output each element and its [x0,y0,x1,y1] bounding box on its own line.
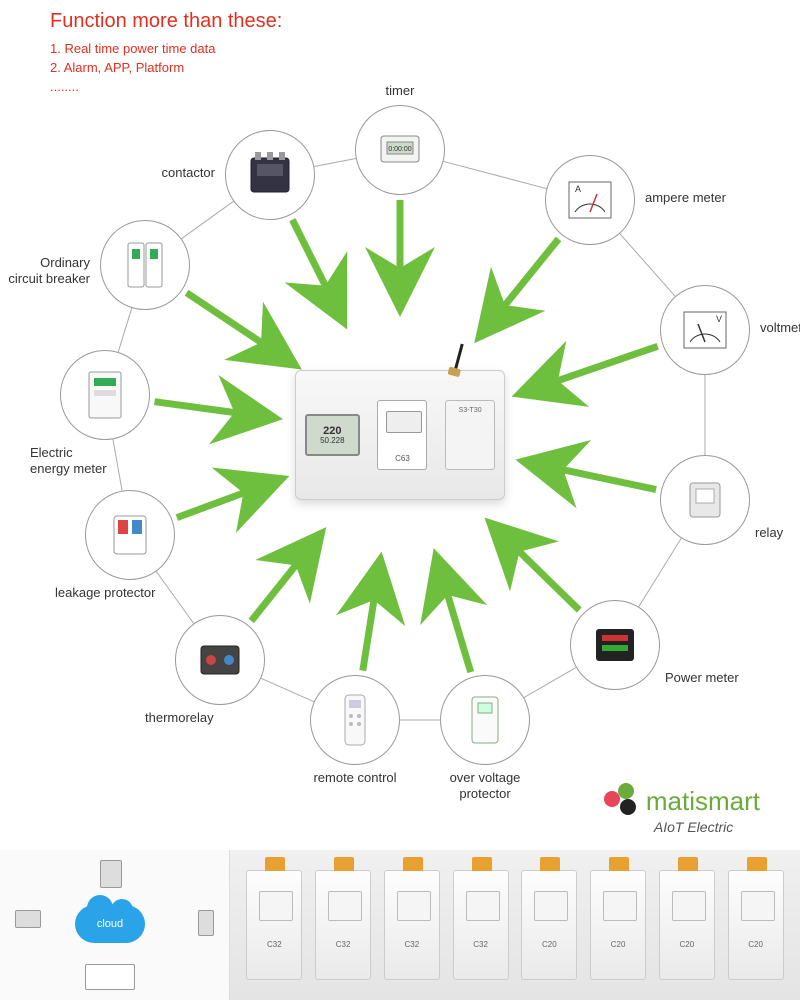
node-power-meter: Power meter [570,600,660,690]
footer-breaker: C20 [521,870,577,980]
node-ampere-meter: Aampere meter [545,155,635,245]
node-remote: remote control [310,675,400,765]
ocb-icon [100,220,190,310]
leakage-icon [85,490,175,580]
arrow-ocb [187,293,296,366]
footer-breaker-label: C20 [660,940,714,949]
footer-strip: cloud C32 C32 C32 C32 C20 C20 C20 C20 [0,850,800,1000]
leakage-label: leakage protector [55,585,175,601]
voltmeter-icon: V [660,285,750,375]
arrow-remote [363,558,381,670]
arrow-ovp [436,555,471,672]
arrow-relay [522,461,656,490]
footer-breaker: C20 [728,870,784,980]
brand-tagline: AIoT Electric [654,819,760,835]
ring-connector [639,538,682,607]
ovp-label: over voltage protector [425,770,545,801]
timer-label: timer [340,83,460,99]
ring-connector [444,161,547,188]
cloud-diagram: cloud [0,850,230,1000]
breaker-row: C32 C32 C32 C32 C20 C20 C20 C20 [230,850,800,1000]
side-model: S3-T30 [446,407,494,414]
timer-icon: 0:00:00 [355,105,445,195]
power-meter-icon [570,600,660,690]
gateway-icon [15,910,41,928]
ovp-icon [440,675,530,765]
page-title: Function more than these: [50,10,282,33]
node-timer: 0:00:00timer [355,105,445,195]
footer-breaker: C32 [315,870,371,980]
node-relay: relay [660,455,750,545]
remote-label: remote control [295,770,415,786]
arrow-leakage [177,478,283,517]
relay-icon [660,455,750,545]
screen-line2: 50.228 [320,437,344,446]
arrow-power-meter [489,522,579,610]
power-meter-label: Power meter [665,670,785,686]
cloud-label: cloud [97,918,123,930]
arrow-contactor [292,220,344,323]
ring-connector [261,678,314,701]
center-smart-device: 220 50.228 C63 S3-T30 [295,370,505,500]
arrow-voltmeter [518,346,658,394]
arrow-thermorelay [251,533,322,621]
svg-text:0:00:00: 0:00:00 [388,146,411,153]
footer-breaker-label: C20 [591,940,645,949]
cloud-icon: cloud [75,905,145,943]
contactor-label: contactor [105,165,215,181]
relay-label: relay [755,525,800,541]
footer-breaker-label: C32 [385,940,439,949]
node-voltmeter: Vvoltmeter [660,285,750,375]
ampere-meter-label: ampere meter [645,190,765,206]
phone-icon [198,910,214,936]
footer-breaker: C32 [453,870,509,980]
feature-1: 1. Real time power time data [50,41,282,56]
footer-breaker: C20 [590,870,646,980]
thermorelay-icon [175,615,265,705]
device-breaker: C63 [377,400,427,470]
footer-breaker-label: C32 [316,940,370,949]
footer-breaker: C20 [659,870,715,980]
monitor-icon [100,860,122,888]
footer-breaker-label: C20 [729,940,783,949]
node-leakage: leakage protector [85,490,175,580]
contactor-icon [225,130,315,220]
screen-line1: 220 [323,425,341,437]
footer-breaker-label: C32 [454,940,508,949]
arrow-ampere-meter [479,239,559,338]
thermorelay-label: thermorelay [145,710,265,726]
node-contactor: contactor [225,130,315,220]
ring-connector [118,308,132,352]
node-ocb: Ordinary circuit breaker [100,220,190,310]
arrow-energy-meter [155,402,277,418]
radial-diagram: 220 50.228 C63 S3-T30 0:00:00timerAamper… [0,60,800,800]
svg-text:A: A [575,184,581,194]
node-ovp: over voltage protector [440,675,530,765]
ring-connector [524,667,576,697]
ocb-label: Ordinary circuit breaker [0,255,90,286]
node-thermorelay: thermorelay [175,615,265,705]
ring-connector [314,158,356,166]
device-side-module: S3-T30 [445,400,495,470]
node-energy-meter: Electric energy meter [60,350,150,440]
breaker-label: C63 [378,454,426,463]
remote-icon [310,675,400,765]
energy-meter-label: Electric energy meter [30,445,150,476]
svg-text:V: V [716,314,722,324]
device-screen: 220 50.228 [305,414,360,456]
voltmeter-label: voltmeter [760,320,800,336]
energy-meter-icon [60,350,150,440]
brand-name: matismart [646,786,760,817]
footer-breaker: C32 [384,870,440,980]
footer-breaker: C32 [246,870,302,980]
brand-logo-icon [604,783,640,819]
brand-block: matismart AIoT Electric [604,783,760,835]
device-row-icon [85,964,135,990]
footer-breaker-label: C20 [522,940,576,949]
ampere-meter-icon: A [545,155,635,245]
footer-breaker-label: C32 [247,940,301,949]
